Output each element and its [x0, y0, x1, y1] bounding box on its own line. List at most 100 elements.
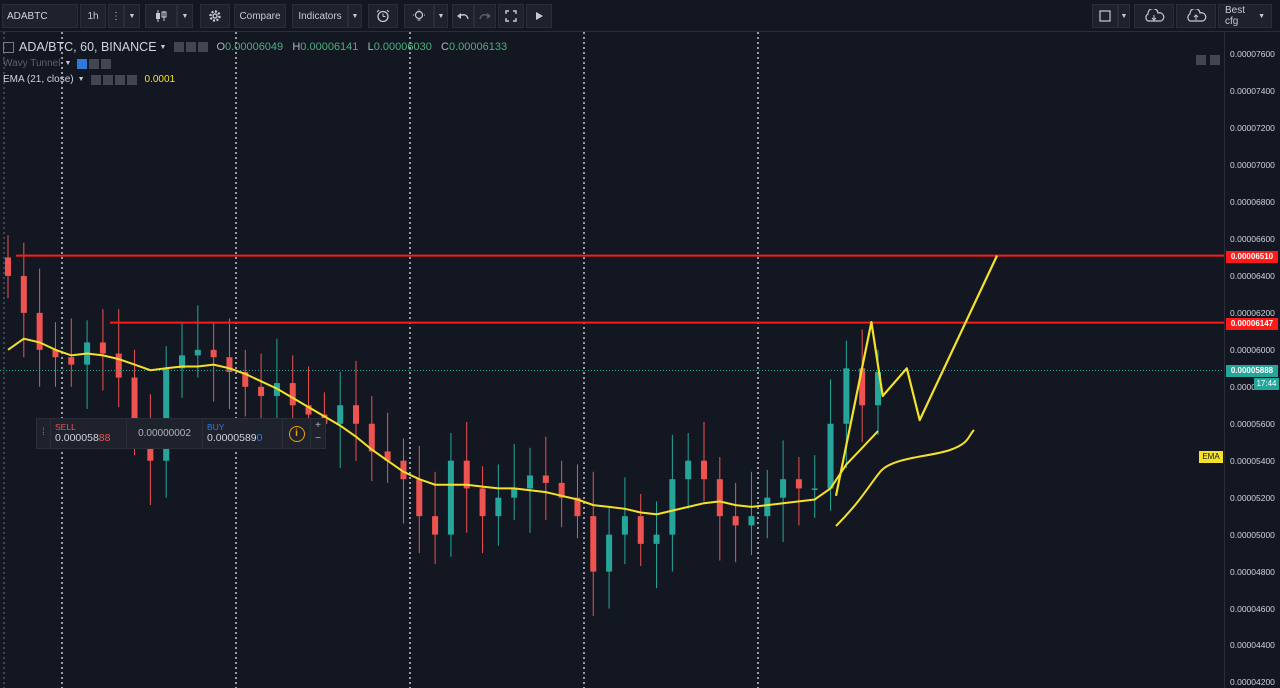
price-tick-label: 0.00007600 — [1230, 49, 1275, 60]
alert-clock-icon[interactable] — [368, 4, 398, 28]
sell-label: SELL — [55, 422, 76, 432]
decrease-quantity-button[interactable]: − — [315, 433, 321, 444]
close-value: 0.00006133 — [448, 41, 508, 53]
top-toolbar: ADABTC 1h ⋮ ▼ ▼ Compare Indicators ▼ ▼ ▼… — [0, 0, 1280, 32]
price-tick-label: 0.00005800 — [1230, 381, 1275, 392]
indicator-ema-close-icon[interactable] — [126, 74, 137, 85]
layout-square-icon[interactable] — [1092, 4, 1118, 28]
candle-body — [827, 423, 834, 489]
indicator-wavy-dropdown-icon[interactable]: ▼ — [64, 60, 72, 67]
candle-body — [795, 479, 802, 489]
indicator-wavy-close-icon[interactable] — [101, 58, 112, 69]
last-price-label: 0.00005888 — [1226, 365, 1278, 377]
sell-price-main: 0.000058 — [55, 432, 99, 444]
legend-eye-icon[interactable] — [174, 42, 185, 52]
indicator-wavy-settings-icon[interactable] — [89, 58, 100, 69]
buy-button[interactable]: BUY 0.00005890 — [203, 419, 283, 448]
low-value: 0.00006030 — [373, 41, 432, 53]
indicator-ema-settings-icon[interactable] — [102, 74, 113, 85]
candles-style-icon[interactable] — [145, 4, 177, 28]
redo-icon[interactable] — [474, 4, 496, 28]
cloud-save-icon[interactable] — [1176, 4, 1216, 28]
indicator-ema-dropdown-icon[interactable]: ▼ — [77, 76, 85, 83]
indicator-ema-eye-icon[interactable] — [90, 74, 101, 85]
indicator-ema-more-icon[interactable] — [114, 74, 125, 85]
indicators-button[interactable]: Indicators — [292, 4, 348, 28]
price-tick-label: 0.00006600 — [1230, 233, 1275, 244]
increase-quantity-button[interactable]: + — [315, 420, 321, 431]
symbol-title-dropdown-icon[interactable]: ▼ — [159, 43, 167, 51]
candle-body — [337, 405, 344, 424]
candle-body — [859, 368, 866, 406]
price-tick-label: 0.00004600 — [1230, 603, 1275, 614]
candle-body — [305, 405, 312, 415]
lightbulb-icon[interactable] — [404, 4, 434, 28]
candle-body — [416, 479, 423, 517]
legend-indicator-ema: EMA (21, close) ▼ 0.0001 — [3, 74, 175, 85]
candle-body — [621, 516, 628, 535]
candle-body — [542, 475, 549, 483]
fullscreen-icon[interactable] — [498, 4, 524, 28]
candle-body — [226, 357, 233, 373]
candle-body — [669, 479, 676, 535]
interval-button[interactable]: 1h — [80, 4, 106, 28]
candle-body — [606, 534, 613, 572]
symbol-title[interactable]: ADA/BTC, 60, BINANCE — [19, 40, 157, 54]
candle-body — [590, 516, 597, 572]
price-tick-label: 0.00005000 — [1230, 529, 1275, 540]
price-tick-label: 0.00007400 — [1230, 86, 1275, 97]
config-label: Best cfg — [1225, 5, 1246, 27]
support-arc-drawing — [835, 429, 975, 527]
compare-button[interactable]: Compare — [234, 4, 286, 28]
layout-dropdown-icon[interactable]: ▼ — [1118, 4, 1130, 28]
price-tick-label: 0.00005600 — [1230, 418, 1275, 429]
candle-body — [36, 312, 43, 350]
spread-value: 0.00000002 — [127, 419, 203, 448]
price-axis[interactable]: 0.00007600 0.00007400 0.00007200 0.00007000… — [1224, 32, 1280, 688]
config-dropdown[interactable]: Best cfg ▼ — [1218, 4, 1272, 28]
candle-body — [210, 349, 217, 358]
candle-body — [68, 357, 75, 365]
candle-body — [811, 488, 818, 490]
cloud-load-icon[interactable] — [1134, 4, 1174, 28]
ema-line — [7, 337, 879, 516]
candle-body — [115, 353, 122, 378]
price-tick-label: 0.00004400 — [1230, 640, 1275, 651]
low-key: L — [367, 41, 374, 53]
info-icon[interactable]: i — [283, 419, 311, 448]
candle-body — [131, 377, 138, 433]
drag-handle-icon[interactable]: ⁞ — [37, 419, 51, 448]
sell-button[interactable]: SELL 0.00005888 — [51, 419, 127, 448]
pane-maximize-icon[interactable] — [1210, 55, 1220, 65]
legend-collapse-icon[interactable] — [3, 41, 14, 53]
indicator-ema-label[interactable]: EMA (21, close) — [3, 74, 74, 85]
candle-body — [258, 386, 265, 397]
legend-more-icon[interactable] — [198, 42, 209, 52]
undo-icon[interactable] — [452, 4, 474, 28]
legend-settings-icon[interactable] — [186, 42, 197, 52]
play-replay-icon[interactable] — [526, 4, 552, 28]
more-intervals-icon[interactable]: ⋮ — [108, 4, 124, 28]
lightbulb-dropdown-icon[interactable]: ▼ — [434, 4, 448, 28]
pane-minimize-icon[interactable] — [1196, 55, 1206, 65]
chart-style-dropdown-icon[interactable]: ▼ — [177, 4, 193, 28]
settings-gear-icon[interactable] — [200, 4, 230, 28]
indicator-wavy-label[interactable]: Wavy Tunnel — [3, 58, 61, 69]
symbol-input[interactable]: ADABTC — [2, 4, 78, 28]
bar-countdown-label: 17:44 — [1254, 378, 1279, 390]
price-tick-label: 0.00006800 — [1230, 197, 1275, 207]
price-chart[interactable] — [0, 32, 1224, 688]
candle-body — [748, 516, 755, 526]
candle-body — [368, 423, 375, 452]
indicators-dropdown-icon[interactable]: ▼ — [348, 4, 362, 28]
buy-label: BUY — [207, 422, 225, 432]
candle-body — [574, 497, 581, 517]
candle-body — [463, 460, 470, 489]
candle-body — [653, 534, 660, 544]
candle-body — [179, 355, 185, 369]
candle-body — [527, 475, 533, 489]
interval-dropdown-icon[interactable]: ▼ — [124, 4, 140, 28]
resistance-high-label: 0.00006510 — [1226, 251, 1278, 263]
indicator-wavy-eye-icon[interactable] — [77, 58, 88, 69]
candle-body — [716, 479, 723, 517]
